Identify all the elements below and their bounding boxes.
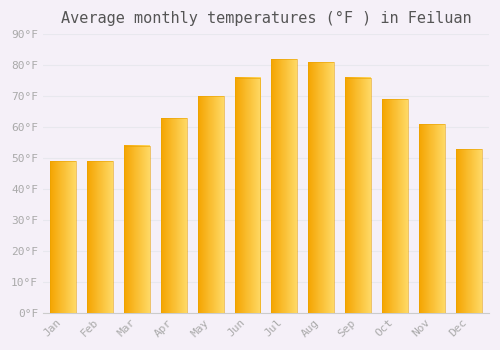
Bar <box>234 78 260 313</box>
Bar <box>456 149 481 313</box>
Bar <box>345 78 371 313</box>
Bar <box>50 161 76 313</box>
Title: Average monthly temperatures (°F ) in Feiluan: Average monthly temperatures (°F ) in Fe… <box>60 11 471 26</box>
Bar <box>419 124 444 313</box>
Bar <box>87 161 113 313</box>
Bar <box>124 146 150 313</box>
Bar <box>161 118 186 313</box>
Bar <box>382 99 408 313</box>
Bar <box>308 62 334 313</box>
Bar <box>198 96 224 313</box>
Bar <box>272 59 297 313</box>
